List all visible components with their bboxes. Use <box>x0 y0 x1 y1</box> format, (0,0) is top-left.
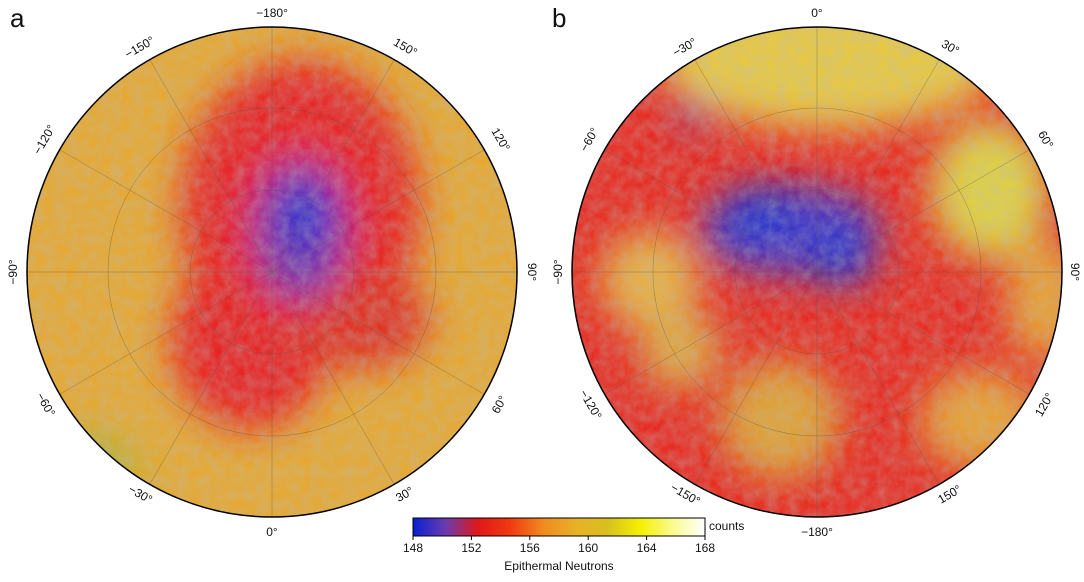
lon-label: 120° <box>488 125 513 154</box>
lon-label: 60° <box>1035 128 1056 151</box>
lon-label: −150° <box>122 33 157 61</box>
lon-label: −180° <box>801 525 833 539</box>
tick-label: 168 <box>695 541 715 555</box>
map-a <box>20 27 517 517</box>
panel-label: a <box>10 3 25 33</box>
colorbar-unit: counts <box>709 519 744 533</box>
lon-label: 90° <box>1068 263 1082 281</box>
lon-label: 30° <box>939 37 962 58</box>
lon-label: 90° <box>525 263 539 281</box>
lon-label: 0° <box>266 525 278 539</box>
lon-label: 60° <box>489 393 510 416</box>
figure: a b <box>0 0 1084 577</box>
lon-label: −120° <box>577 387 605 422</box>
panel-label: b <box>552 3 566 33</box>
lon-label: −180° <box>256 6 288 20</box>
lon-label: 0° <box>811 6 823 20</box>
lon-label: 150° <box>391 35 420 60</box>
lon-label: 120° <box>1032 390 1057 419</box>
tick-label: 164 <box>637 541 657 555</box>
page: {"panels": [ {"label": "a", "lon_labels"… <box>0 0 1084 577</box>
lon-label: −60° <box>577 125 602 154</box>
colorbar-ticks: 148 152 156 160 164 168 <box>403 536 715 555</box>
lon-label: 150° <box>935 482 964 507</box>
lon-label: −30° <box>670 35 699 60</box>
colorbar-title: Epithermal Neutrons <box>504 559 613 573</box>
tick-label: 152 <box>461 541 481 555</box>
lon-label: 30° <box>393 484 416 505</box>
map-b <box>572 0 1084 517</box>
lon-label: −90° <box>551 259 565 284</box>
tick-label: 156 <box>520 541 540 555</box>
colorbar <box>413 518 705 536</box>
lon-label: −90° <box>6 259 20 284</box>
lon-label: −120° <box>30 122 58 157</box>
tick-label: 160 <box>578 541 598 555</box>
tick-label: 148 <box>403 541 423 555</box>
lon-label: −60° <box>33 390 58 419</box>
